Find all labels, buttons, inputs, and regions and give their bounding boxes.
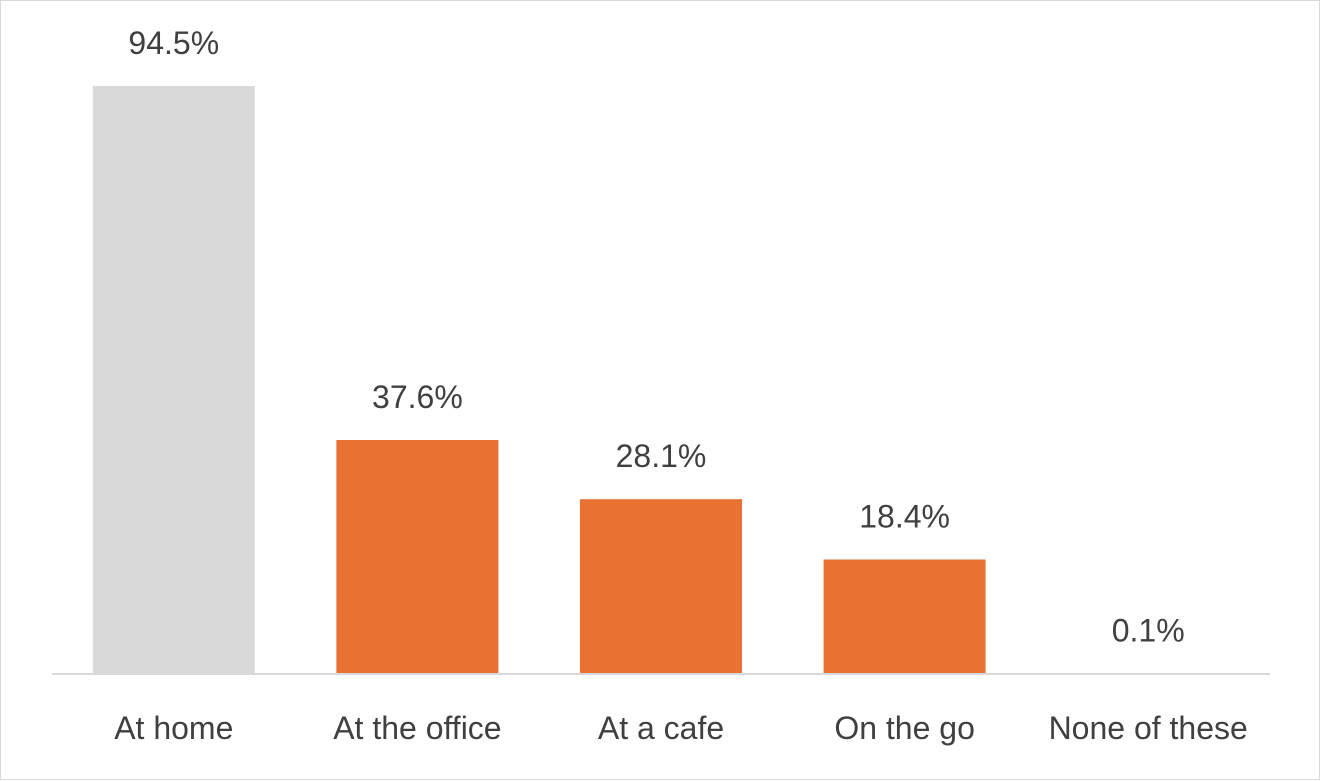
data-label-at-the-office: 37.6% xyxy=(372,379,463,415)
bar-at-the-office xyxy=(336,440,499,674)
bar-on-the-go xyxy=(823,559,986,674)
category-label-at-the-office: At the office xyxy=(333,710,501,746)
category-labels-group: At home At the office At a cafe On the go No… xyxy=(114,710,1248,746)
data-labels-group: 94.5% 37.6% 28.1% 18.4% 0.1% xyxy=(128,25,1184,648)
category-label-at-a-cafe: At a cafe xyxy=(598,710,724,746)
data-label-on-the-go: 18.4% xyxy=(859,499,950,535)
data-label-at-a-cafe: 28.1% xyxy=(616,438,707,474)
bar-at-a-cafe xyxy=(580,499,742,674)
category-label-at-home: At home xyxy=(114,710,233,746)
data-label-at-home: 94.5% xyxy=(128,25,219,61)
category-label-on-the-go: On the go xyxy=(834,710,975,746)
category-label-none-of-these: None of these xyxy=(1049,710,1248,746)
data-label-none-of-these: 0.1% xyxy=(1112,612,1185,648)
bars-group xyxy=(92,86,1230,674)
bar-at-home xyxy=(92,86,255,674)
